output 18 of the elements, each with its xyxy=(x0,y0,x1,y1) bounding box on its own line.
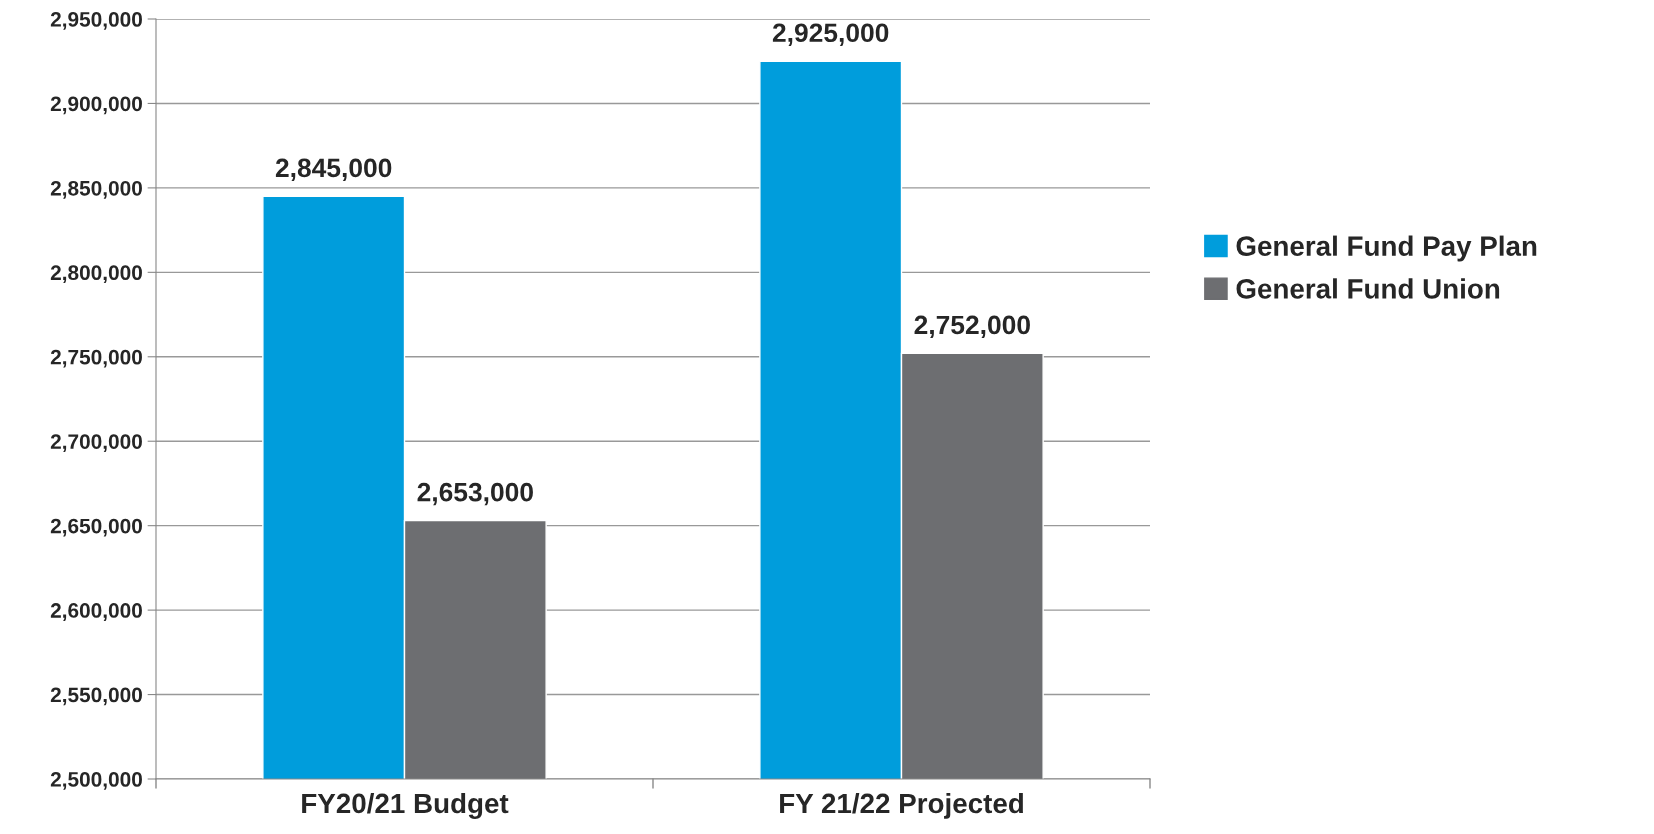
data-label: 2,752,000 xyxy=(914,315,1030,339)
y-tick-label: 2,650,000 xyxy=(50,518,142,537)
y-tick-label: 2,550,000 xyxy=(50,687,142,706)
x-tick-label: FY20/21 Budget xyxy=(302,792,509,819)
data-label: 2,653,000 xyxy=(417,482,533,506)
y-tick-label: 2,750,000 xyxy=(50,349,142,368)
y-tick-label: 2,500,000 xyxy=(50,772,142,790)
legend-label: General Fund Union xyxy=(1236,278,1500,299)
y-tick-label: 2,950,000 xyxy=(50,12,142,30)
legend-label: General Fund Pay Plan xyxy=(1236,235,1537,262)
data-label: 2,845,000 xyxy=(275,158,392,182)
y-tick-label: 2,850,000 xyxy=(50,180,142,199)
x-tick-label: FY 21/22 Projected xyxy=(780,792,1023,819)
y-tick-label: 2,700,000 xyxy=(50,434,142,452)
y-tick-label: 2,600,000 xyxy=(50,603,142,621)
y-tick-label: 2,800,000 xyxy=(50,265,142,284)
data-label: 2,925,000 xyxy=(772,23,889,46)
y-tick-label: 2,900,000 xyxy=(50,96,142,115)
